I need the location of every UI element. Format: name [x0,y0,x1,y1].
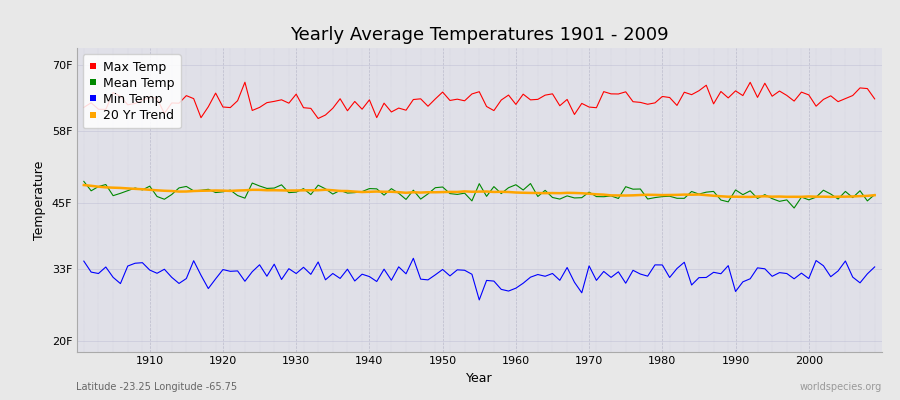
Min Temp [613,270,624,274]
Max Temp [137,98,148,102]
Mean Temp [137,188,148,192]
Line: Max Temp: Max Temp [84,82,875,118]
Title: Yearly Average Temperatures 1901 - 2009: Yearly Average Temperatures 1901 - 2009 [290,26,669,44]
Text: worldspecies.org: worldspecies.org [800,382,882,392]
Max Temp [312,116,323,121]
Min Temp [78,259,89,264]
Mean Temp [342,191,353,196]
Min Temp [408,256,418,261]
Min Temp [342,267,353,272]
Max Temp [613,92,624,96]
20 Yr Trend [510,190,521,195]
Mean Temp [788,206,799,210]
Line: Mean Temp: Mean Temp [84,181,875,208]
Min Temp [298,265,309,270]
20 Yr Trend [342,189,353,194]
Mean Temp [78,179,89,184]
Min Temp [869,264,880,269]
Y-axis label: Temperature: Temperature [33,160,46,240]
Mean Temp [298,186,309,191]
Max Temp [78,105,89,110]
X-axis label: Year: Year [466,372,492,385]
Min Temp [518,281,528,286]
Mean Temp [510,182,521,187]
Mean Temp [598,194,609,199]
20 Yr Trend [503,190,514,194]
Legend: Max Temp, Mean Temp, Min Temp, 20 Yr Trend: Max Temp, Mean Temp, Min Temp, 20 Yr Tre… [83,54,181,128]
Min Temp [473,298,484,302]
20 Yr Trend [298,188,309,193]
Min Temp [137,260,148,265]
20 Yr Trend [598,192,609,197]
Max Temp [356,107,367,112]
20 Yr Trend [78,183,89,188]
Min Temp [525,275,535,280]
Max Temp [305,106,316,111]
Line: Min Temp: Min Temp [84,258,875,300]
Mean Temp [869,192,880,197]
Max Temp [239,80,250,85]
Text: Latitude -23.25 Longitude -65.75: Latitude -23.25 Longitude -65.75 [76,382,238,392]
Max Temp [518,92,528,96]
Mean Temp [503,185,514,190]
Line: 20 Yr Trend: 20 Yr Trend [84,185,875,197]
20 Yr Trend [869,193,880,198]
20 Yr Trend [137,187,148,192]
Max Temp [869,96,880,101]
20 Yr Trend [745,194,756,199]
Max Temp [525,98,535,102]
